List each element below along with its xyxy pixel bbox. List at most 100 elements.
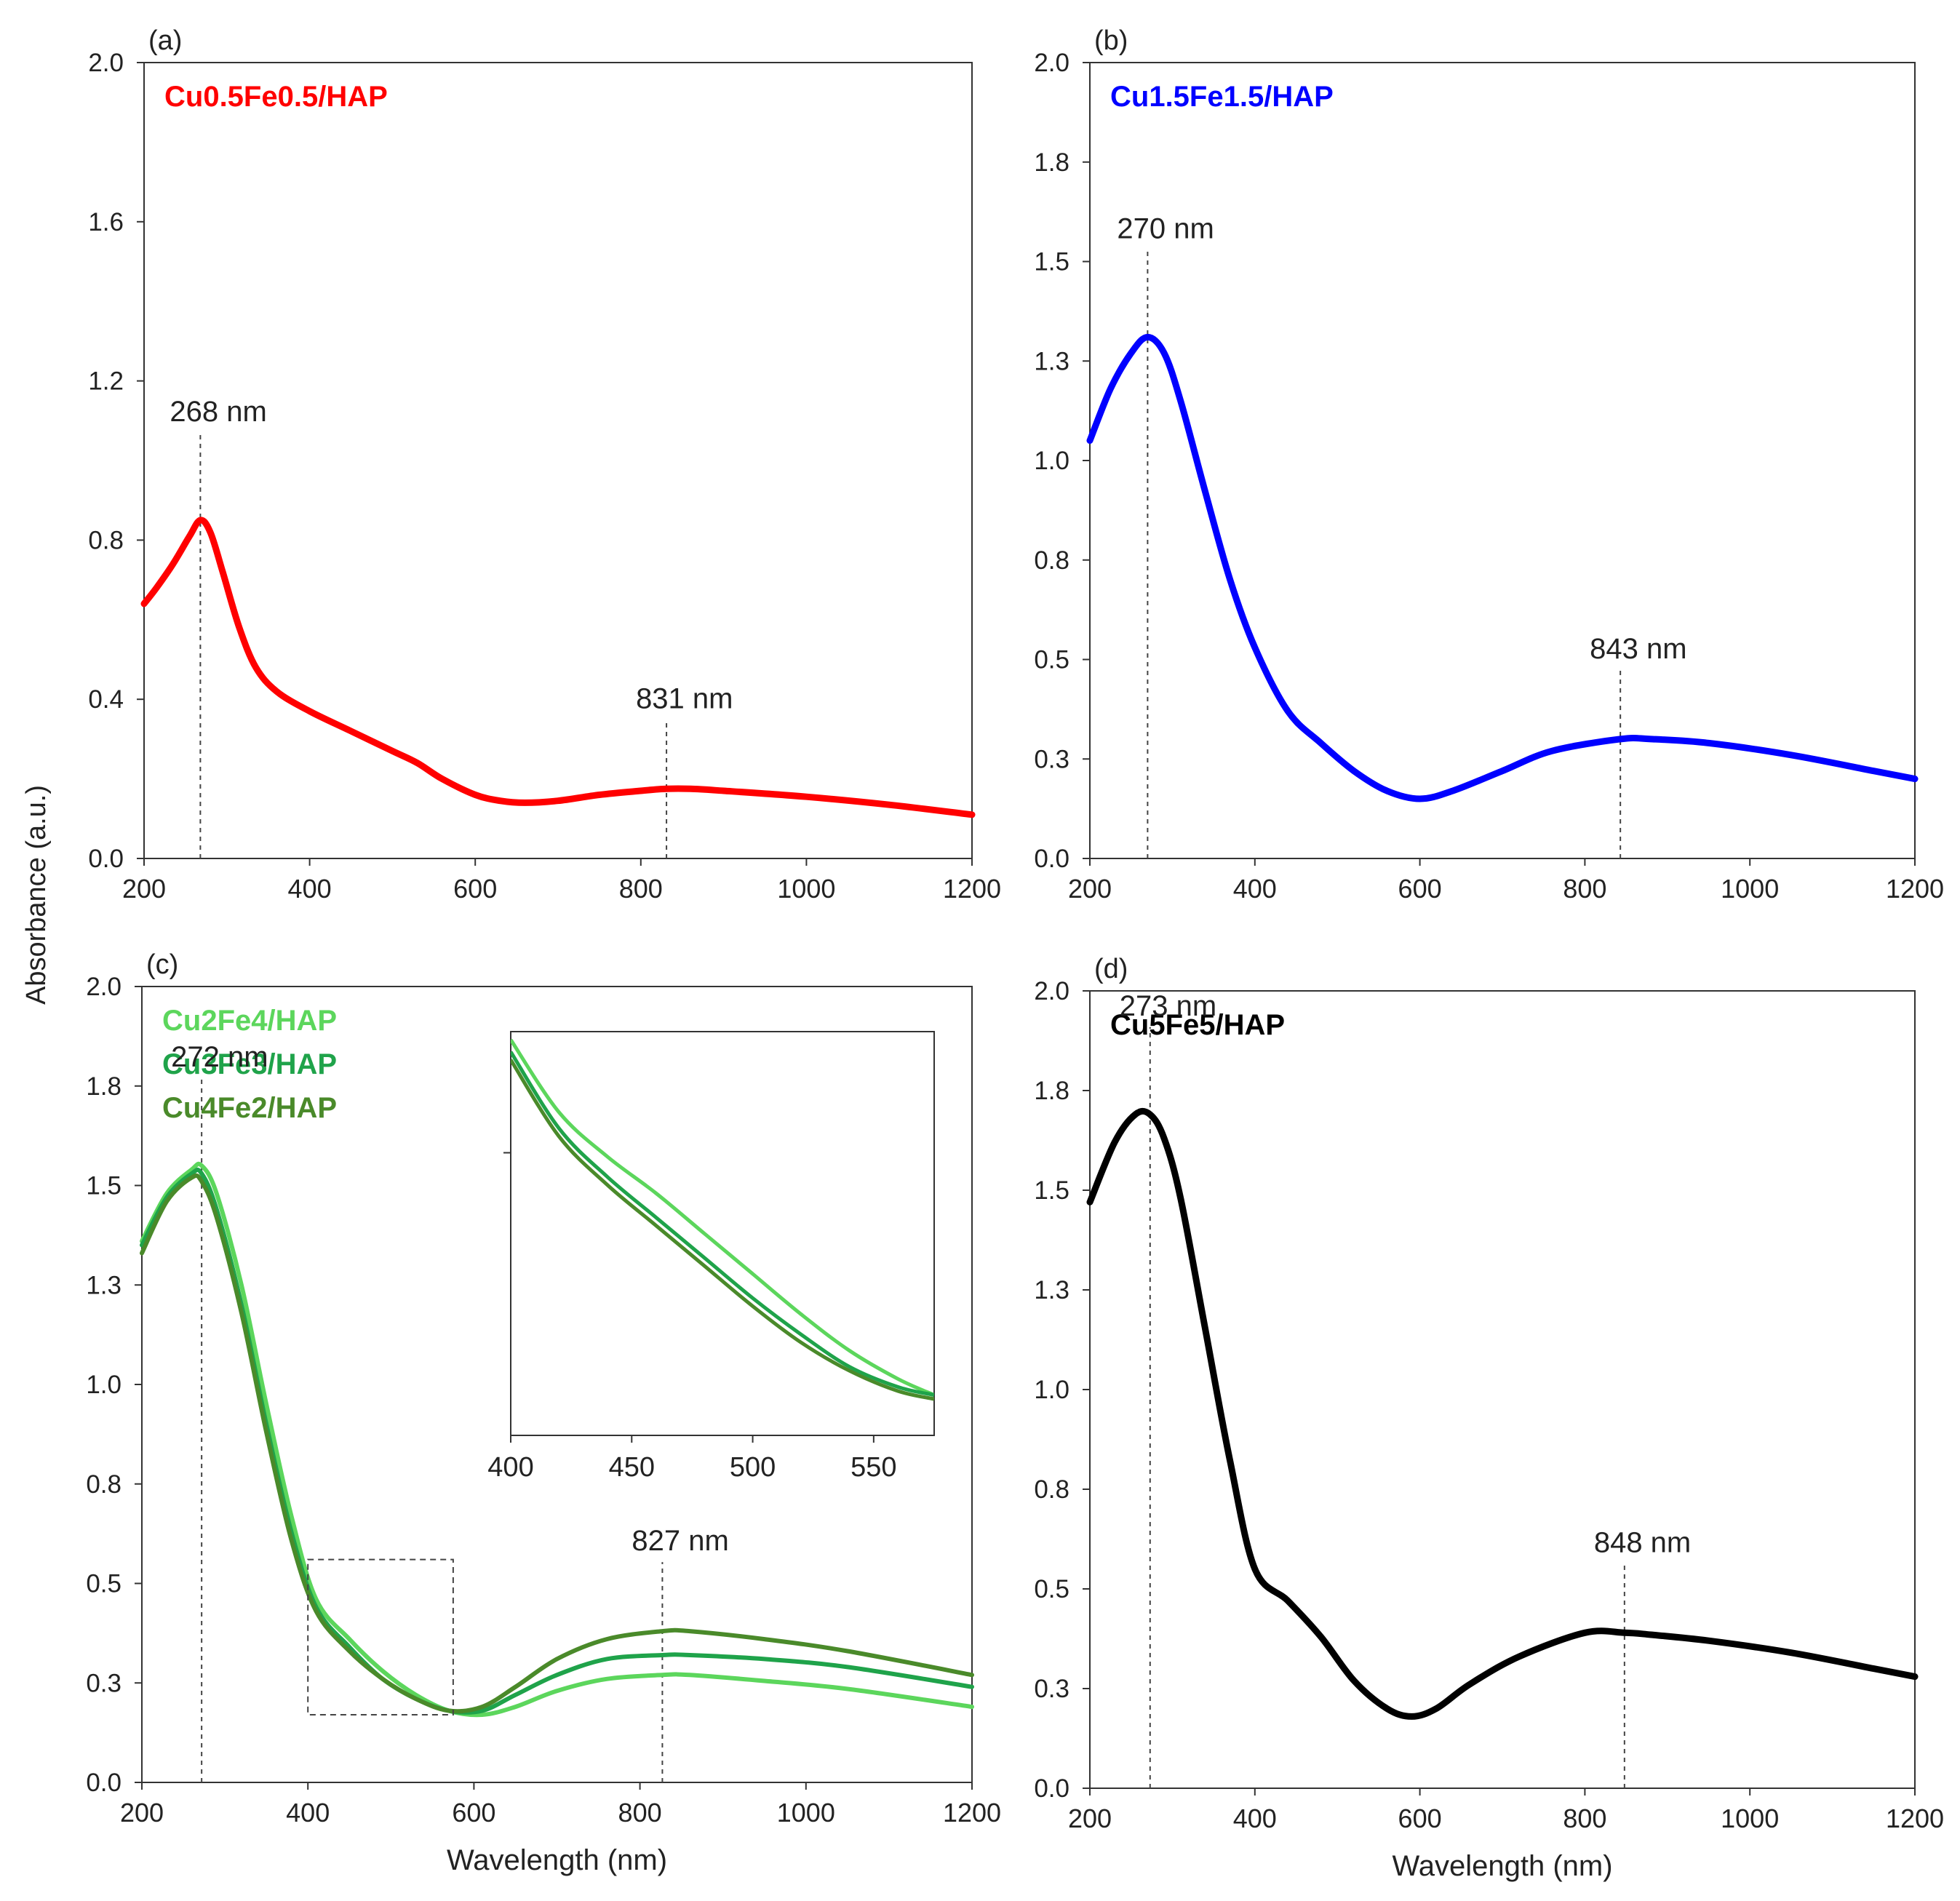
inset-frame (510, 1031, 935, 1436)
x-tick-label: 600 (1398, 874, 1442, 904)
inset-x-tick-label: 550 (850, 1452, 896, 1483)
legend-entry: Cu5Fe5/HAP (1110, 1009, 1285, 1041)
x-tick-label: 1000 (777, 874, 835, 904)
peak-annotation: 272 nm (171, 1041, 268, 1073)
y-tick-label: 1.5 (86, 1172, 121, 1200)
x-tick-label: 1000 (1721, 1804, 1779, 1833)
figure-ylabel: Absorbance (a.u.) (21, 785, 52, 1005)
y-tick-label: 0.0 (86, 1769, 121, 1797)
inset-x-tick-label: 400 (487, 1452, 533, 1483)
x-axis-label: Wavelength (nm) (447, 1844, 667, 1876)
series-line (140, 517, 976, 818)
panel-2: (c) 200 400 600 800 1000 1200 0.0 0.3 0.5 0.8 1.0 1.… (86, 949, 1001, 1876)
x-tick-label: 800 (618, 1798, 662, 1828)
peak-annotation: 270 nm (1117, 212, 1214, 244)
y-tick-label: 1.5 (1034, 1176, 1069, 1205)
plot-frame (1089, 62, 1916, 859)
x-tick-label: 1200 (943, 874, 1001, 904)
series-line (1086, 333, 1919, 802)
panel-letter: (b) (1094, 25, 1128, 56)
peak-annotation: 268 nm (170, 396, 266, 428)
x-tick-label: 200 (122, 874, 166, 904)
x-tick-label: 1000 (777, 1798, 835, 1828)
x-tick-label: 200 (120, 1798, 164, 1828)
inset-plot: 400 450 500 550 (487, 1031, 935, 1483)
panel-1: (b) 200 400 600 800 1000 1200 0.0 0.3 0.5 0.8 1.0 1.… (1034, 25, 1944, 904)
y-tick-label: 1.0 (86, 1371, 121, 1399)
plot-frame (143, 62, 973, 859)
x-tick-label: 600 (1398, 1804, 1442, 1833)
legend-entry: Cu3Fe3/HAP (162, 1048, 337, 1080)
y-tick-label: 0.5 (86, 1570, 121, 1598)
panel-letter: (c) (146, 949, 178, 980)
panel-3: (d) 200 400 600 800 1000 1200 0.0 0.3 0.5 0.8 1.0 1.… (1034, 954, 1944, 1882)
x-tick-label: 800 (619, 874, 663, 904)
y-tick-label: 0.0 (1034, 1774, 1069, 1803)
inset-x-tick-label: 500 (730, 1452, 776, 1483)
series-line (140, 1161, 974, 1718)
inset-x-tick-label: 450 (609, 1452, 655, 1483)
inset-series-line (511, 1038, 934, 1397)
y-tick-label: 2.0 (1034, 977, 1069, 1005)
peak-annotation: 848 nm (1594, 1526, 1691, 1558)
y-tick-label: 1.0 (1034, 447, 1069, 475)
x-axis-label: Wavelength (nm) (1392, 1850, 1612, 1882)
x-tick-label: 800 (1563, 874, 1606, 904)
x-tick-label: 800 (1563, 1804, 1606, 1833)
x-tick-label: 600 (452, 1798, 495, 1828)
series-line (1086, 1107, 1919, 1720)
y-tick-label: 0.4 (88, 685, 124, 714)
y-tick-label: 2.0 (1034, 49, 1069, 77)
x-tick-label: 200 (1068, 1804, 1112, 1833)
y-tick-label: 0.8 (88, 526, 124, 554)
y-tick-label: 0.5 (1034, 646, 1069, 674)
y-tick-label: 1.8 (1034, 148, 1069, 177)
inset-series-line (511, 1051, 934, 1397)
y-tick-label: 2.0 (88, 49, 124, 77)
y-tick-label: 1.0 (1034, 1376, 1069, 1404)
legend-entry: Cu2Fe4/HAP (162, 1005, 337, 1037)
y-tick-label: 0.3 (86, 1669, 121, 1697)
panel-letter: (d) (1094, 954, 1128, 984)
x-tick-label: 1000 (1721, 874, 1779, 904)
x-tick-label: 400 (286, 1798, 330, 1828)
y-tick-label: 1.2 (88, 367, 124, 396)
y-tick-label: 1.8 (86, 1072, 121, 1101)
peak-annotation: 273 nm (1120, 990, 1216, 1022)
zoom-region-box (307, 1558, 454, 1716)
peak-annotation: 843 nm (1590, 633, 1686, 665)
y-tick-label: 0.8 (1034, 1475, 1069, 1504)
y-tick-label: 0.8 (86, 1470, 121, 1499)
legend-entry: Cu1.5Fe1.5/HAP (1110, 81, 1334, 113)
y-tick-label: 0.5 (1034, 1575, 1069, 1603)
x-tick-label: 1200 (1886, 874, 1944, 904)
y-tick-label: 0.3 (1034, 1675, 1069, 1703)
legend-entry: Cu4Fe2/HAP (162, 1092, 337, 1124)
y-tick-label: 1.5 (1034, 248, 1069, 276)
peak-annotation: 831 nm (636, 682, 733, 714)
x-tick-label: 400 (1233, 874, 1277, 904)
y-tick-label: 1.6 (88, 208, 124, 236)
y-tick-label: 0.0 (1034, 845, 1069, 873)
y-tick-label: 1.3 (1034, 1276, 1069, 1304)
y-tick-label: 0.3 (1034, 745, 1069, 773)
x-tick-label: 1200 (1886, 1804, 1944, 1833)
series-line (140, 1173, 974, 1714)
inset-series-line (511, 1059, 934, 1401)
y-tick-label: 0.0 (88, 845, 124, 873)
y-tick-label: 1.3 (86, 1271, 121, 1299)
y-tick-label: 2.0 (86, 973, 121, 1001)
y-tick-label: 0.8 (1034, 546, 1069, 575)
x-tick-label: 400 (288, 874, 332, 904)
x-tick-label: 1200 (943, 1798, 1001, 1828)
panel-0: (a) 200 400 600 800 1000 1200 0.0 0.4 0.8 1.2 1.6 2.… (88, 25, 1001, 904)
panel-letter: (a) (148, 25, 182, 56)
y-tick-label: 1.8 (1034, 1077, 1069, 1105)
x-tick-label: 400 (1233, 1804, 1277, 1833)
peak-annotation: 827 nm (632, 1525, 728, 1557)
y-tick-label: 1.3 (1034, 347, 1069, 375)
legend-entry: Cu0.5Fe0.5/HAP (164, 81, 388, 113)
x-tick-label: 200 (1068, 874, 1112, 904)
x-tick-label: 600 (453, 874, 497, 904)
